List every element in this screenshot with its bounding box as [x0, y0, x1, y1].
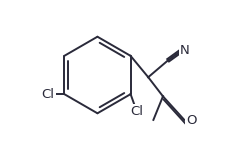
Text: N: N [180, 44, 189, 57]
Text: O: O [186, 114, 197, 127]
Text: Cl: Cl [42, 88, 55, 101]
Text: Cl: Cl [131, 105, 144, 118]
